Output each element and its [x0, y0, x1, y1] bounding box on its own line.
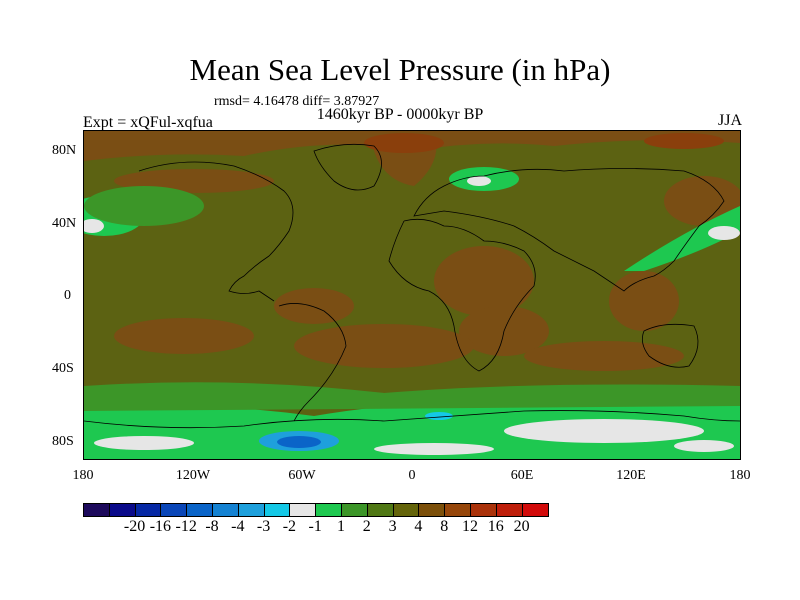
colorbar-label: 1: [337, 518, 345, 535]
colorbar-label: -1: [308, 518, 322, 535]
colorbar-swatch: [264, 504, 291, 516]
pressure-map: [83, 130, 741, 460]
colorbar-label: -3: [256, 518, 271, 535]
colorbar-swatch: [135, 504, 162, 516]
colorbar-label: -12: [175, 518, 197, 535]
highest-anomaly-regions: [364, 133, 724, 153]
colorbar-label: -8: [205, 518, 219, 535]
lon-label: 120W: [175, 468, 211, 483]
colorbar-swatch: [290, 504, 317, 516]
chart-title: Mean Sea Level Pressure (in hPa): [189, 52, 611, 87]
colorbar-label: 16: [487, 518, 504, 535]
colorbar-label: 2: [362, 518, 371, 535]
strong-low-region: [259, 412, 453, 451]
stats-text: rmsd= 4.16478 diff= 3.87927: [214, 94, 380, 109]
colorbar-swatch: [496, 504, 523, 516]
lat-label: 0: [64, 288, 71, 303]
lat-label: 40N: [52, 216, 77, 231]
colorbar-swatch: [445, 504, 471, 516]
lon-label: 60E: [510, 468, 534, 483]
colorbar-swatch: [161, 504, 188, 516]
experiment-label: Expt = xQFul-xqfua: [83, 114, 213, 131]
colorbar-swatch: [238, 504, 265, 516]
coastlines: [84, 143, 740, 429]
lat-label: 80N: [52, 143, 77, 158]
lat-label: 80S: [52, 434, 74, 449]
mid-low-regions: [84, 186, 740, 411]
period-text: 1460kyr BP - 0000kyr BP: [316, 106, 484, 123]
colorbar-label: -4: [231, 518, 245, 535]
colorbar-swatch: [470, 504, 497, 516]
lon-label: 0: [408, 468, 416, 483]
colorbar-label: 4: [414, 518, 423, 535]
colorbar-label: -16: [149, 518, 172, 535]
lon-label: 180: [72, 468, 94, 483]
lat-label: 40S: [52, 361, 74, 376]
colorbar-swatch: [316, 504, 342, 516]
colorbar-swatch: [212, 504, 239, 516]
colorbar-label: 12: [462, 518, 478, 535]
map-svg: [84, 131, 740, 459]
high-anomaly-regions: [84, 131, 740, 371]
colorbar-swatch: [393, 504, 420, 516]
colorbar-swatch: [522, 504, 549, 516]
colorbar-label: 20: [513, 518, 530, 535]
colorbar-swatch: [109, 504, 136, 516]
colorbar-label: 3: [388, 518, 397, 535]
colorbar: [83, 503, 550, 517]
lon-label: 120E: [616, 468, 646, 483]
near-zero-regions: [84, 176, 740, 455]
colorbar-label: 8: [440, 518, 449, 535]
colorbar-swatch: [367, 504, 394, 516]
colorbar-swatch: [341, 504, 368, 516]
colorbar-label: -2: [282, 518, 297, 535]
colorbar-label: -20: [123, 518, 146, 535]
season-label: JJA: [717, 112, 742, 129]
lon-label: 180: [729, 468, 751, 483]
colorbar-swatch: [187, 504, 213, 516]
colorbar-swatch: [419, 504, 446, 516]
lon-label: 60W: [288, 468, 316, 483]
colorbar-swatch: [84, 504, 110, 516]
